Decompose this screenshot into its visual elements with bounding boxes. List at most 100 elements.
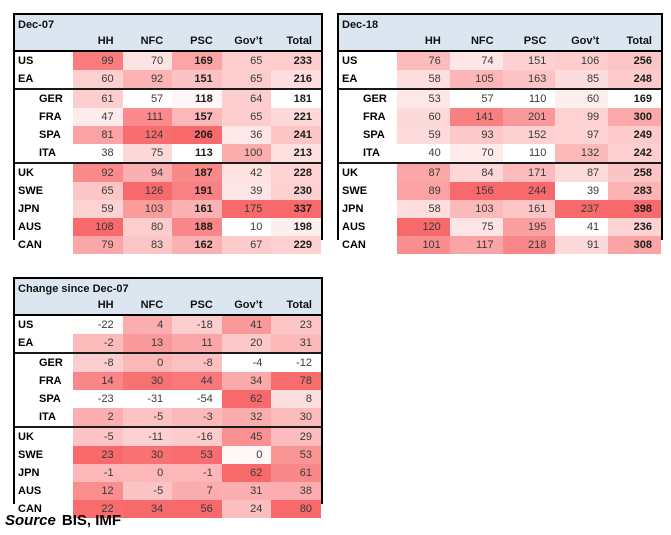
- cell-uk-hh: -5: [73, 427, 123, 446]
- table-row-uk: UK 92 94 187 42 228: [15, 163, 321, 182]
- table-row-ea: EA -2 13 11 20 31: [15, 334, 321, 354]
- cell-ger-nfc: 57: [122, 89, 173, 108]
- cell-swe-psc: 191: [172, 182, 222, 200]
- column-header-govt: Gov’t: [555, 33, 609, 52]
- row-label-can: CAN: [339, 236, 397, 254]
- row-label-jpn: JPN: [15, 464, 73, 482]
- cell-us-nfc: 4: [122, 315, 173, 334]
- table-row-us: US 99 70 169 65 233: [15, 51, 321, 70]
- column-header-hh: HH: [73, 297, 123, 316]
- cell-ita-hh: 38: [73, 144, 123, 164]
- cell-jpn-hh: -1: [73, 464, 123, 482]
- cell-fra-hh: 47: [73, 108, 123, 126]
- row-label-fra: FRA: [339, 108, 397, 126]
- cell-ger-total: -12: [271, 353, 321, 372]
- cell-ea-hh: 58: [397, 70, 450, 90]
- cell-aus-hh: 12: [73, 482, 123, 500]
- cell-fra-govt: 99: [555, 108, 609, 126]
- table-row-can: CAN 22 34 56 24 80: [15, 500, 321, 518]
- row-label-spa: SPA: [15, 126, 73, 144]
- cell-ger-psc: 110: [502, 89, 556, 108]
- cell-jpn-nfc: 103: [449, 200, 503, 218]
- cell-can-total: 80: [271, 500, 321, 518]
- cell-can-nfc: 117: [449, 236, 503, 254]
- cell-us-nfc: 74: [449, 51, 503, 70]
- cell-uk-govt: 42: [221, 163, 272, 182]
- cell-ea-nfc: 13: [122, 334, 173, 354]
- row-label-ea: EA: [15, 334, 73, 354]
- heatmap-table: Dec-07 HH NFC PSC Gov’t Total US 99 70 169 65 233 EA…: [15, 15, 321, 254]
- cell-jpn-hh: 58: [397, 200, 450, 218]
- cell-jpn-total: 337: [271, 200, 321, 218]
- cell-swe-hh: 89: [397, 182, 450, 200]
- cell-ea-hh: -2: [73, 334, 123, 354]
- row-label-ger: GER: [339, 89, 397, 108]
- cell-ea-psc: 151: [172, 70, 222, 90]
- table-title: Dec-07: [15, 15, 321, 33]
- row-label-ea: EA: [339, 70, 397, 90]
- cell-jpn-psc: 161: [172, 200, 222, 218]
- cell-fra-nfc: 30: [122, 372, 173, 390]
- cell-fra-psc: 201: [502, 108, 556, 126]
- cell-swe-psc: 244: [502, 182, 556, 200]
- table-row-ita: ITA 2 -5 -3 32 30: [15, 408, 321, 428]
- heatmap-table: Dec-18 HH NFC PSC Gov’t Total US 76 74 151 106 256 E…: [339, 15, 661, 254]
- header-blank-cell: [339, 33, 397, 52]
- row-label-ita: ITA: [15, 144, 73, 164]
- cell-ger-govt: 60: [555, 89, 609, 108]
- row-label-us: US: [15, 315, 73, 334]
- cell-swe-govt: 39: [555, 182, 609, 200]
- cell-ita-govt: 132: [555, 144, 609, 164]
- row-label-spa: SPA: [339, 126, 397, 144]
- cell-aus-govt: 10: [221, 218, 272, 236]
- cell-ea-nfc: 92: [122, 70, 173, 90]
- cell-us-govt: 65: [221, 51, 272, 70]
- table-row-ea: EA 58 105 163 85 248: [339, 70, 661, 90]
- row-label-fra: FRA: [15, 372, 73, 390]
- row-label-aus: AUS: [15, 218, 73, 236]
- source-label: Source: [5, 512, 56, 529]
- row-label-spa: SPA: [15, 390, 73, 408]
- cell-us-hh: -22: [73, 315, 123, 334]
- cell-ita-govt: 32: [221, 408, 272, 428]
- cell-uk-total: 228: [271, 163, 321, 182]
- row-label-jpn: JPN: [339, 200, 397, 218]
- cell-swe-hh: 23: [73, 446, 123, 464]
- row-label-us: US: [339, 51, 397, 70]
- cell-us-psc: -18: [172, 315, 222, 334]
- cell-spa-total: 8: [271, 390, 321, 408]
- cell-ger-govt: 64: [221, 89, 272, 108]
- table-row-uk: UK -5 -11 -16 45 29: [15, 427, 321, 446]
- cell-ea-total: 248: [608, 70, 661, 90]
- cell-can-psc: 218: [502, 236, 556, 254]
- cell-swe-govt: 0: [221, 446, 272, 464]
- cell-fra-psc: 44: [172, 372, 222, 390]
- cell-uk-govt: 45: [221, 427, 272, 446]
- column-header-psc: PSC: [172, 297, 222, 316]
- table-dec18: Dec-18 HH NFC PSC Gov’t Total US 76 74 151 106 256 E…: [337, 13, 663, 254]
- table-row-fra: FRA 60 141 201 99 300: [339, 108, 661, 126]
- cell-uk-nfc: -11: [122, 427, 173, 446]
- cell-fra-nfc: 111: [122, 108, 173, 126]
- cell-swe-total: 53: [271, 446, 321, 464]
- cell-uk-total: 29: [271, 427, 321, 446]
- cell-ger-hh: 53: [397, 89, 450, 108]
- row-label-uk: UK: [15, 163, 73, 182]
- cell-uk-hh: 87: [397, 163, 450, 182]
- column-header-total: Total: [271, 297, 321, 316]
- column-header-psc: PSC: [502, 33, 556, 52]
- cell-can-govt: 67: [221, 236, 272, 254]
- cell-can-govt: 91: [555, 236, 609, 254]
- table-row-can: CAN 101 117 218 91 308: [339, 236, 661, 254]
- row-label-can: CAN: [15, 500, 73, 518]
- cell-ita-total: 242: [608, 144, 661, 164]
- cell-ita-total: 213: [271, 144, 321, 164]
- source-note: Source BIS, IMF: [5, 512, 121, 529]
- cell-fra-nfc: 141: [449, 108, 503, 126]
- cell-jpn-psc: 161: [502, 200, 556, 218]
- table-row-ita: ITA 38 75 113 100 213: [15, 144, 321, 164]
- table-row-jpn: JPN 59 103 161 175 337: [15, 200, 321, 218]
- source-text: BIS, IMF: [61, 512, 122, 529]
- cell-ger-nfc: 57: [449, 89, 503, 108]
- cell-ger-hh: -8: [73, 353, 123, 372]
